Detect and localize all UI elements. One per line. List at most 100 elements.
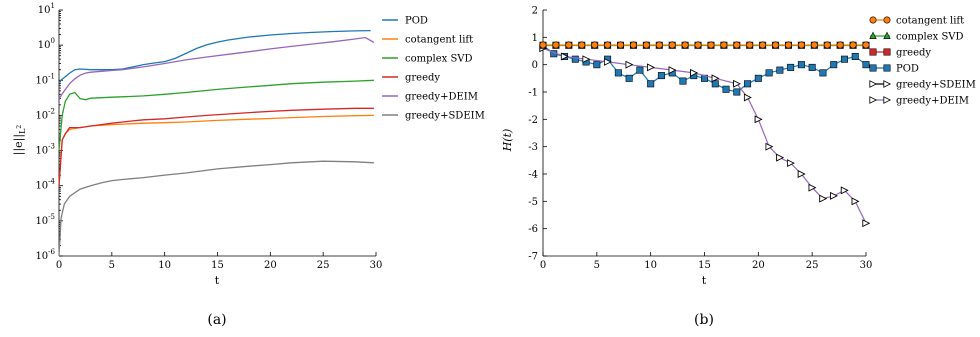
x-tick-label-a: 30 xyxy=(370,260,383,271)
plot-area-a xyxy=(58,29,375,257)
y-tick-label-a: 10-3 xyxy=(35,143,55,157)
series-line-a xyxy=(58,114,374,186)
y-tick-label-b: -3 xyxy=(528,142,538,153)
marker-circle xyxy=(681,41,689,49)
marker-triangle-right xyxy=(625,60,634,69)
marker-triangle-right xyxy=(883,96,892,104)
marker-circle xyxy=(539,41,547,49)
marker-circle xyxy=(823,41,831,49)
y-tick-label-b: -5 xyxy=(528,197,538,208)
x-tick-label-b: 20 xyxy=(752,260,765,271)
legend-label-a: greedy+SDEIM xyxy=(405,111,485,122)
marker-square xyxy=(819,69,827,77)
marker-triangle-right xyxy=(869,96,878,104)
marker-square xyxy=(722,85,730,93)
marker-square xyxy=(625,74,633,82)
marker-square xyxy=(614,69,622,77)
marker-square xyxy=(862,61,870,69)
marker-circle xyxy=(642,41,650,49)
x-tick-label-a: 10 xyxy=(158,260,171,271)
marker-square xyxy=(808,63,816,71)
marker-circle xyxy=(797,41,805,49)
marker-triangle-right xyxy=(869,80,878,88)
plot-area-b xyxy=(539,41,871,228)
axis-b-ticks: 0 5 10 15 20 25 30 -7 -6 -5 -4 -3 -2 -1 0 1 2 xyxy=(528,6,872,272)
marker-triangle-right xyxy=(819,194,828,203)
marker-triangle-right xyxy=(690,69,698,77)
legend-label-b: greedy+DEIM xyxy=(896,96,969,107)
marker-square xyxy=(883,48,891,56)
marker-triangle-right xyxy=(787,159,795,167)
marker-square xyxy=(797,61,805,69)
y-tick-label-a: 101 xyxy=(38,2,55,16)
panel-a: 0 5 10 15 20 25 30 10-6 10-5 10-4 10-3 10-2 10-1 100 1… xyxy=(12,2,485,328)
y-tick-label-b: 0 xyxy=(532,60,538,71)
marker-square xyxy=(869,48,877,56)
caption-b: (b) xyxy=(694,312,714,328)
marker-triangle-right xyxy=(668,66,677,74)
marker-circle xyxy=(591,41,599,49)
marker-triangle-right xyxy=(733,79,741,88)
marker-square xyxy=(765,69,773,77)
y-axis-label-b: H(t) xyxy=(501,129,514,153)
marker-circle xyxy=(720,41,728,49)
marker-triangle-right xyxy=(830,192,838,200)
marker-circle xyxy=(694,41,702,49)
marker-square xyxy=(840,55,848,63)
marker-circle xyxy=(655,41,663,49)
x-tick-label-b: 5 xyxy=(594,260,600,271)
marker-square xyxy=(711,80,719,88)
legend-b: cotangent lift complex SVD greedy POD greedy… xyxy=(869,16,976,107)
x-tick-label-a: 25 xyxy=(317,260,330,271)
x-tick-label-b: 10 xyxy=(644,260,657,271)
y-tick-label-b: -1 xyxy=(528,88,538,99)
y-tick-label-a: 10-1 xyxy=(35,72,55,86)
legend-label-b: POD xyxy=(896,64,919,75)
y-tick-label-a: 100 xyxy=(38,37,55,51)
x-tick-label-b: 0 xyxy=(540,260,546,271)
y-tick-label-b: 1 xyxy=(532,33,538,44)
marker-square xyxy=(883,64,891,72)
marker-triangle-right xyxy=(797,170,806,178)
marker-square xyxy=(776,66,784,74)
marker-circle xyxy=(883,16,891,24)
marker-triangle xyxy=(883,31,891,40)
legend-label-a: cotangent lift xyxy=(405,35,473,46)
x-axis-label-b: t xyxy=(702,274,707,287)
marker-triangle-right xyxy=(840,186,849,195)
marker-square xyxy=(657,72,665,80)
series-line-a xyxy=(58,160,374,257)
marker-square xyxy=(593,61,601,69)
series-line-a xyxy=(58,36,375,100)
marker-circle xyxy=(668,41,676,49)
x-tick-label-a: 20 xyxy=(264,260,277,271)
legend-label-b: greedy+SDEIM xyxy=(896,80,976,91)
marker-triangle-right xyxy=(711,74,720,83)
marker-circle xyxy=(733,41,741,49)
marker-circle xyxy=(617,41,625,49)
marker-circle xyxy=(707,41,715,49)
marker-triangle-right xyxy=(883,80,892,88)
marker-triangle xyxy=(869,31,877,40)
marker-triangle-right xyxy=(560,52,569,61)
legend-label-b: complex SVD xyxy=(896,32,964,43)
x-axis-label-a: t xyxy=(215,274,220,287)
caption-a: (a) xyxy=(207,312,226,328)
x-tick-label-b: 30 xyxy=(860,260,873,271)
marker-circle xyxy=(836,41,844,49)
marker-circle xyxy=(552,41,560,49)
marker-circle xyxy=(759,41,767,49)
marker-square xyxy=(636,66,644,74)
legend-label-b: cotangent lift xyxy=(896,16,964,27)
marker-square xyxy=(830,61,838,69)
y-tick-label-b: -4 xyxy=(528,170,538,181)
y-tick-label-b: -2 xyxy=(528,115,538,126)
series-line-b xyxy=(542,45,867,93)
marker-square xyxy=(869,64,877,72)
marker-square xyxy=(754,74,762,82)
marker-square xyxy=(571,55,579,63)
marker-triangle-right xyxy=(776,153,784,162)
marker-circle xyxy=(746,41,754,49)
marker-triangle-right xyxy=(647,63,655,72)
